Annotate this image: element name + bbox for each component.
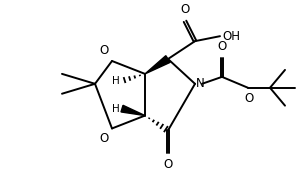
Text: O: O	[244, 92, 254, 105]
Text: O: O	[100, 132, 109, 146]
Text: OH: OH	[222, 30, 240, 43]
Text: O: O	[163, 158, 173, 171]
Text: H: H	[112, 104, 120, 114]
Polygon shape	[121, 105, 145, 116]
Polygon shape	[145, 56, 170, 74]
Text: O: O	[217, 40, 227, 53]
Text: H: H	[112, 76, 120, 86]
Text: O: O	[100, 44, 109, 57]
Text: N: N	[196, 77, 205, 90]
Text: O: O	[180, 3, 190, 16]
